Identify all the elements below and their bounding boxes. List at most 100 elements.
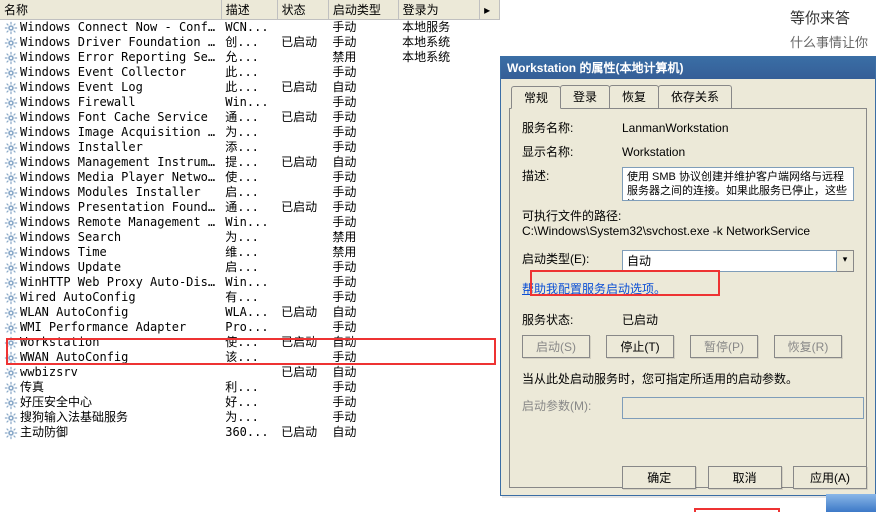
svc-name: WinHTTP Web Proxy Auto-Discovery Service	[20, 275, 221, 289]
start-params-label: 启动参数(M):	[522, 397, 622, 419]
table-row[interactable]: WinHTTP Web Proxy Auto-Discovery Service…	[0, 275, 500, 290]
table-row[interactable]: 好压安全中心好...手动	[0, 395, 500, 410]
table-row[interactable]: Windows Modules Installer启...手动	[0, 185, 500, 200]
start-button[interactable]: 启动(S)	[522, 335, 590, 358]
table-row[interactable]: 搜狗输入法基础服务为...手动	[0, 410, 500, 425]
table-row[interactable]: Wired AutoConfig有...手动	[0, 290, 500, 305]
svc-type: 手动	[328, 170, 398, 185]
svc-desc: 维...	[221, 245, 277, 260]
table-row[interactable]: Windows Management Instrumentation提...已启…	[0, 155, 500, 170]
table-row[interactable]: 主动防御360...已启动自动	[0, 425, 500, 440]
services-list[interactable]: 名称 描述 状态 启动类型 登录为 ▸ Windows Connect Now …	[0, 0, 500, 512]
svc-desc: 利...	[221, 380, 277, 395]
svc-logon	[398, 365, 480, 380]
display-name-label: 显示名称:	[522, 143, 622, 161]
svc-name: Windows Presentation Foundation Font Cac…	[20, 200, 221, 214]
start-type-select[interactable]: 自动 ▾	[622, 250, 854, 272]
cancel-button[interactable]: 取消	[708, 466, 782, 489]
svc-type: 自动	[328, 425, 398, 440]
table-row[interactable]: Workstation使...已启动自动	[0, 335, 500, 350]
svc-status	[277, 125, 328, 140]
table-row[interactable]: WWAN AutoConfig该...手动	[0, 350, 500, 365]
pause-button[interactable]: 暂停(P)	[690, 335, 758, 358]
table-row[interactable]: Windows Event Log此...已启动自动	[0, 80, 500, 95]
tab-recovery[interactable]: 恢复	[609, 85, 659, 108]
ok-button[interactable]: 确定	[622, 466, 696, 489]
svc-status	[277, 275, 328, 290]
svc-logon	[398, 140, 480, 155]
col-status[interactable]: 状态	[277, 0, 328, 20]
table-row[interactable]: Windows Presentation Foundation Font Cac…	[0, 200, 500, 215]
svc-type: 自动	[328, 335, 398, 350]
exe-path-value: C:\Windows\System32\svchost.exe -k Netwo…	[522, 224, 854, 238]
svc-desc: 启...	[221, 260, 277, 275]
table-row[interactable]: Windows FirewallWin...手动	[0, 95, 500, 110]
svc-desc: 为...	[221, 410, 277, 425]
svc-type: 手动	[328, 185, 398, 200]
tab-logon[interactable]: 登录	[560, 85, 610, 108]
svc-type: 手动	[328, 320, 398, 335]
stop-button[interactable]: 停止(T)	[606, 335, 674, 358]
table-row[interactable]: Windows Installer添...手动	[0, 140, 500, 155]
taskbar-fragment	[826, 494, 876, 512]
column-header-row[interactable]: 名称 描述 状态 启动类型 登录为 ▸	[0, 0, 500, 20]
service-name-label: 服务名称:	[522, 119, 622, 137]
svc-type: 手动	[328, 350, 398, 365]
dialog-title[interactable]: Workstation 的属性(本地计算机)	[501, 57, 875, 79]
description-value[interactable]: 使用 SMB 协议创建并维护客户端网络与远程服务器之间的连接。如果此服务已停止，…	[622, 167, 854, 201]
table-row[interactable]: WLAN AutoConfigWLA...已启动自动	[0, 305, 500, 320]
svc-desc: 通...	[221, 110, 277, 125]
svc-logon	[398, 320, 480, 335]
tab-deps[interactable]: 依存关系	[658, 85, 732, 108]
col-desc[interactable]: 描述	[221, 0, 277, 20]
param-note: 当从此处启动服务时，您可指定所适用的启动参数。	[522, 370, 854, 387]
col-name[interactable]: 名称	[0, 0, 221, 20]
svc-desc: 提...	[221, 155, 277, 170]
table-row[interactable]: WMI Performance AdapterPro...手动	[0, 320, 500, 335]
svc-logon: 本地服务	[398, 20, 480, 36]
svc-type: 手动	[328, 65, 398, 80]
table-row[interactable]: Windows Update启...手动	[0, 260, 500, 275]
svc-logon	[398, 290, 480, 305]
col-logonas[interactable]: 登录为	[398, 0, 480, 20]
table-row[interactable]: Windows Remote Management (WS-Management…	[0, 215, 500, 230]
col-starttype[interactable]: 启动类型	[328, 0, 398, 20]
table-row[interactable]: Windows Event Collector此...手动	[0, 65, 500, 80]
svc-logon	[398, 185, 480, 200]
svc-name: Wired AutoConfig	[20, 290, 136, 304]
svc-type: 手动	[328, 395, 398, 410]
table-row[interactable]: wwbizsrv已启动自动	[0, 365, 500, 380]
table-row[interactable]: Windows Image Acquisition (WIA)为...手动	[0, 125, 500, 140]
svc-type: 手动	[328, 260, 398, 275]
scroll-right-icon[interactable]: ▸	[480, 0, 500, 20]
svc-status: 已启动	[277, 335, 328, 350]
table-row[interactable]: Windows Connect Now - Config RegistrarWC…	[0, 20, 500, 36]
table-row[interactable]: Windows Media Player Network Sharing Ser…	[0, 170, 500, 185]
svc-name: Windows Font Cache Service	[20, 110, 208, 124]
table-row[interactable]: Windows Error Reporting Service允...禁用本地系…	[0, 50, 500, 65]
table-row[interactable]: Windows Search为...禁用	[0, 230, 500, 245]
service-status-label: 服务状态:	[522, 311, 622, 329]
table-row[interactable]: Windows Font Cache Service通...已启动手动	[0, 110, 500, 125]
svc-type: 手动	[328, 275, 398, 290]
apply-button[interactable]: 应用(A)	[793, 466, 867, 489]
svc-logon	[398, 230, 480, 245]
svc-name: Windows Time	[20, 245, 107, 259]
svc-status	[277, 95, 328, 110]
table-row[interactable]: Windows Driver Foundation - User-mode Dr…	[0, 35, 500, 50]
svc-status	[277, 395, 328, 410]
table-row[interactable]: Windows Time维...禁用	[0, 245, 500, 260]
svc-name: WWAN AutoConfig	[20, 350, 128, 364]
svc-desc: 此...	[221, 65, 277, 80]
exe-path-label: 可执行文件的路径:	[522, 207, 854, 224]
dropdown-arrow-icon[interactable]: ▾	[837, 250, 854, 272]
help-link[interactable]: 帮助我配置服务启动选项。	[522, 282, 666, 296]
svc-desc: 允...	[221, 50, 277, 65]
table-row[interactable]: 传真利...手动	[0, 380, 500, 395]
svc-logon	[398, 80, 480, 95]
resume-button[interactable]: 恢复(R)	[774, 335, 842, 358]
tab-general[interactable]: 常规	[511, 86, 561, 109]
svc-desc: 使...	[221, 335, 277, 350]
svc-desc: 为...	[221, 230, 277, 245]
svc-desc: Win...	[221, 95, 277, 110]
